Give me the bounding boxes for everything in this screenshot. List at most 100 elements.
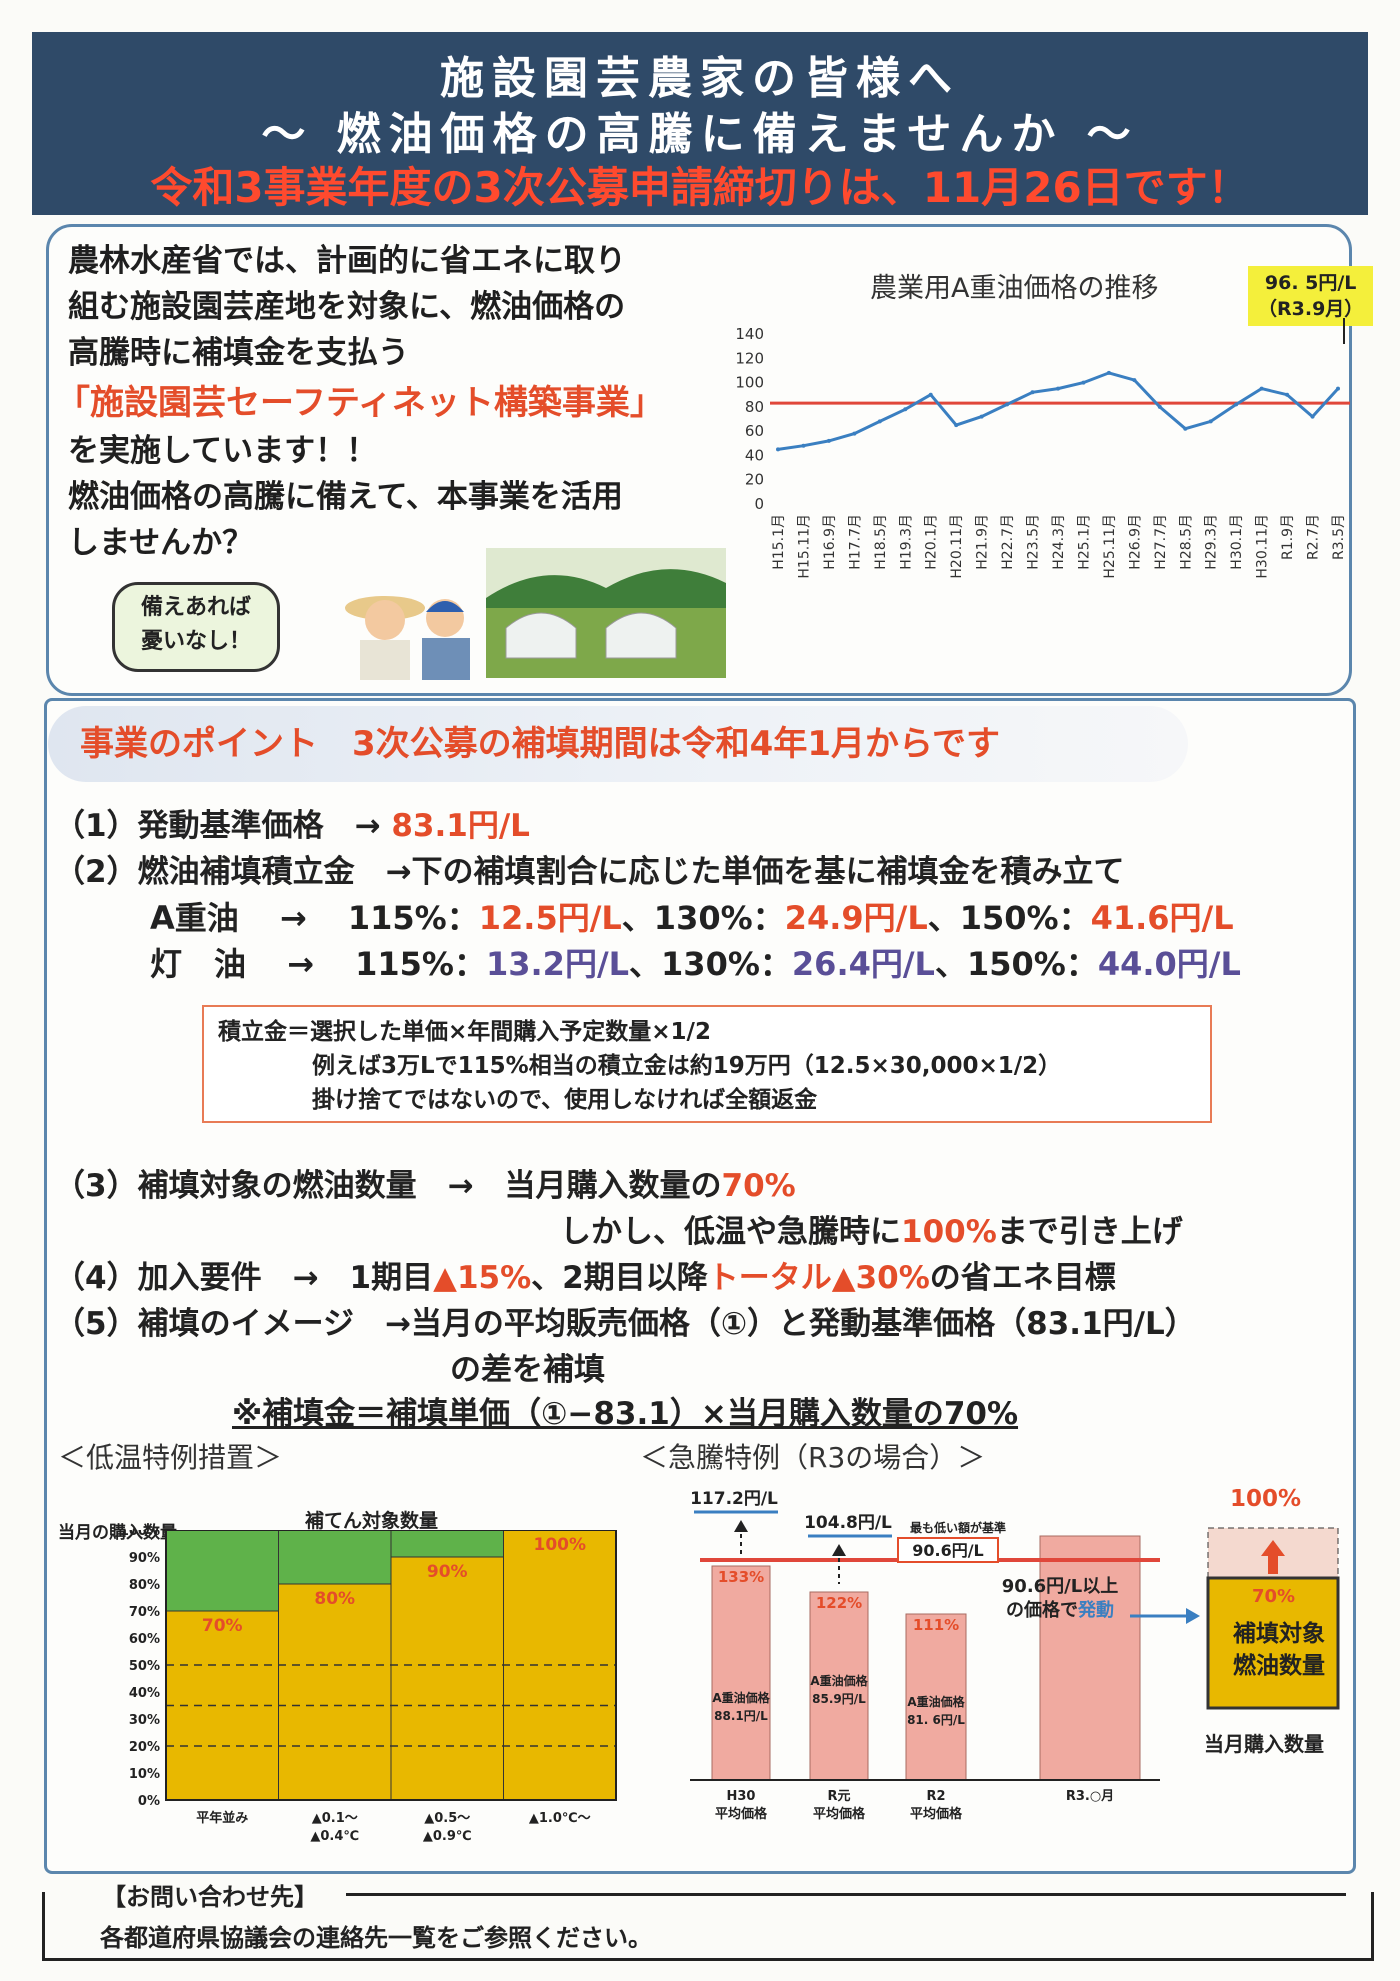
bar-price-label: A重油価格 bbox=[712, 1690, 770, 1705]
data-point bbox=[903, 407, 908, 412]
y-tick-label: 100% bbox=[120, 1530, 160, 1539]
bubble-line: 備えあれば bbox=[140, 595, 251, 620]
uncovered-bar bbox=[390, 1530, 504, 1558]
kerosene-v150: 44.0円/L bbox=[1097, 945, 1241, 983]
kerosene-p130: 、130%： bbox=[629, 945, 792, 983]
x-tick-label: R元 bbox=[827, 1789, 850, 1804]
intro-line: 高騰時に補填金を支払う bbox=[68, 335, 409, 371]
speech-bubble: 備えあれば 憂いなし！ bbox=[112, 582, 280, 672]
y-tick-label: 20 bbox=[745, 471, 764, 489]
item-3: （3）補填対象の燃油数量 → 当月購入数量の70% bbox=[54, 1160, 796, 1205]
formula-box: 積立金＝選択した単価×年間購入予定数量×1/2 例えば3万Lで115%相当の積立… bbox=[202, 1005, 1212, 1123]
data-point bbox=[1336, 386, 1340, 391]
x-tick-label: H25.11月 bbox=[1102, 514, 1118, 579]
kerosene-p115: 115%： bbox=[355, 945, 486, 983]
right-panel-label-2: 燃油数量 bbox=[1233, 1653, 1325, 1679]
a-oil-p130: 、130%： bbox=[621, 899, 785, 937]
y-tick-label: 90% bbox=[129, 1551, 160, 1566]
a-oil-v150: 41.6円/L bbox=[1090, 899, 1234, 937]
callout-price: 96. 5円/L bbox=[1264, 272, 1357, 294]
data-point bbox=[1106, 370, 1111, 375]
x-tick-label: ▲0.1〜 bbox=[312, 1811, 358, 1826]
y-tick-label: 50% bbox=[129, 1659, 160, 1674]
footer-text: 各都道府県協議会の連絡先一覧をご参照ください。 bbox=[100, 1924, 652, 1952]
percent-label: 111% bbox=[913, 1616, 959, 1634]
intro-line: 農林水産省では、計画的に省エネに取り bbox=[68, 243, 626, 279]
a-oil-p115: 115%： bbox=[347, 899, 479, 937]
plot-frame bbox=[165, 1530, 617, 1801]
y-tick-label: 80 bbox=[745, 398, 764, 416]
trigger-word: 発動 bbox=[1077, 1599, 1114, 1621]
x-tick-label: H15.1月 bbox=[771, 514, 787, 570]
kerosene-name: 灯 油 bbox=[150, 945, 247, 983]
kerosene-p150: 、150%： bbox=[934, 945, 1098, 983]
callout-date: （R3.9月） bbox=[1258, 298, 1364, 320]
y-tick-label: 0 bbox=[754, 495, 764, 513]
x-tick-label: H30.11月 bbox=[1255, 514, 1271, 579]
x-tick-label: H27.7月 bbox=[1153, 514, 1169, 570]
y-tick-label: 70% bbox=[129, 1605, 160, 1620]
x-tick-label: ▲0.5〜 bbox=[424, 1811, 470, 1826]
kerosene-row: 灯 油 → 115%：13.2円/L、130%：26.4円/L、150%：44.… bbox=[150, 939, 1241, 985]
bar bbox=[905, 1613, 967, 1781]
bar bbox=[809, 1591, 869, 1781]
y-tick-label: 40 bbox=[745, 446, 764, 464]
x-tick-label: R3.○月 bbox=[1066, 1789, 1114, 1804]
y-tick-label: 100 bbox=[735, 374, 764, 392]
data-point bbox=[1310, 414, 1315, 419]
x-tick-label: H29.3月 bbox=[1204, 514, 1220, 570]
item-3-value: 70% bbox=[721, 1168, 796, 1204]
x-tick-label: H28.5月 bbox=[1178, 514, 1194, 570]
x-tick-label: R2.7月 bbox=[1306, 514, 1322, 560]
x-tick-label: H17.7月 bbox=[847, 514, 863, 570]
item-5c: ※補填金＝補填単価（①−83.1）×当月購入数量の70% bbox=[232, 1396, 1019, 1432]
x-tick-label: H30 bbox=[727, 1789, 756, 1804]
kerosene-v115: 13.2円/L bbox=[485, 945, 630, 983]
top-price-label: 117.2円/L bbox=[690, 1489, 778, 1509]
bar-label: 90% bbox=[427, 1562, 468, 1582]
x-tick-label: H21.9月 bbox=[975, 514, 991, 570]
data-point bbox=[877, 419, 882, 424]
lowest-price-box bbox=[897, 1537, 999, 1563]
arrow-head-icon bbox=[832, 1544, 846, 1556]
item-1-label: （1）発動基準価格 → bbox=[54, 808, 381, 844]
formula-example: 例えば3万Lで115%相当の積立金は約19万円（12.5×30,000×1/2） bbox=[312, 1053, 1062, 1079]
item-4-post: の省エネ目標 bbox=[929, 1260, 1116, 1296]
covered-bar bbox=[278, 1583, 392, 1801]
project-name: 「施設園芸セーフティネット構築事業」 bbox=[56, 383, 664, 423]
item-5: （5）補填のイメージ →当月の平均販売価格（①）と発動基準価格（83.1円/L） bbox=[54, 1306, 1196, 1342]
y-tick-label: 60 bbox=[745, 422, 764, 440]
item-2: （2）燃油補填積立金 →下の補填割合に応じた単価を基に補填金を積み立て bbox=[54, 854, 1125, 890]
intro-line: しませんか？ bbox=[68, 525, 254, 561]
surge-title: ＜急騰特例（R3の場合）＞ bbox=[640, 1441, 986, 1474]
data-point bbox=[1208, 419, 1213, 424]
line-chart: 0 20 40 60 80 100 120 140 H15.1月 H15.11月 H16.9月 H17… bbox=[735, 318, 1350, 579]
y-tick-label: 10% bbox=[129, 1767, 160, 1782]
y-tick-label: 0% bbox=[138, 1794, 160, 1809]
bubble-line: 憂いなし！ bbox=[140, 629, 251, 654]
intro-text: 農林水産省では、計画的に省エネに取り 組む施設園芸産地を対象に、燃油価格の 高騰… bbox=[56, 238, 664, 566]
y-tick-label: 30% bbox=[129, 1713, 160, 1728]
a-oil-name: A重油 bbox=[150, 899, 239, 937]
points-title: 事業のポイント 3次公募の補填期間は令和4年1月からです bbox=[48, 706, 1188, 782]
y-tick-label: 20% bbox=[129, 1740, 160, 1755]
bar bbox=[1039, 1535, 1141, 1781]
uncovered-bar bbox=[165, 1530, 279, 1612]
intro-line: 燃油価格の高騰に備えて、本事業を活用 bbox=[68, 479, 623, 515]
x-tick-label: H16.9月 bbox=[822, 514, 838, 570]
x-tick-label: H26.9月 bbox=[1127, 514, 1143, 570]
right-panel-mid: 70% bbox=[1252, 1586, 1296, 1607]
footer-box bbox=[42, 1892, 1374, 1961]
x-tick-label: H22.7月 bbox=[1000, 514, 1016, 570]
header-title: 施設園芸農家の皆様へ bbox=[440, 53, 960, 104]
item-4-mid: 、2期目以降 bbox=[531, 1260, 708, 1296]
item-3-label: （3）補填対象の燃油数量 → 当月購入数量の bbox=[54, 1168, 722, 1204]
right-panel-covered bbox=[1206, 1576, 1340, 1710]
covered-bar bbox=[390, 1556, 504, 1801]
data-point bbox=[1005, 402, 1010, 407]
item-4: （4）加入要件 → 1期目▲15%、2期目以降トータル▲30%の省エネ目標 bbox=[54, 1252, 1116, 1297]
x-tick-label: R3.5月 bbox=[1331, 514, 1347, 560]
arrow-head-icon bbox=[734, 1520, 748, 1532]
item-3b-post: まで引き上げ bbox=[996, 1214, 1183, 1250]
x-tick-label: ▲0.4℃ bbox=[310, 1829, 359, 1844]
